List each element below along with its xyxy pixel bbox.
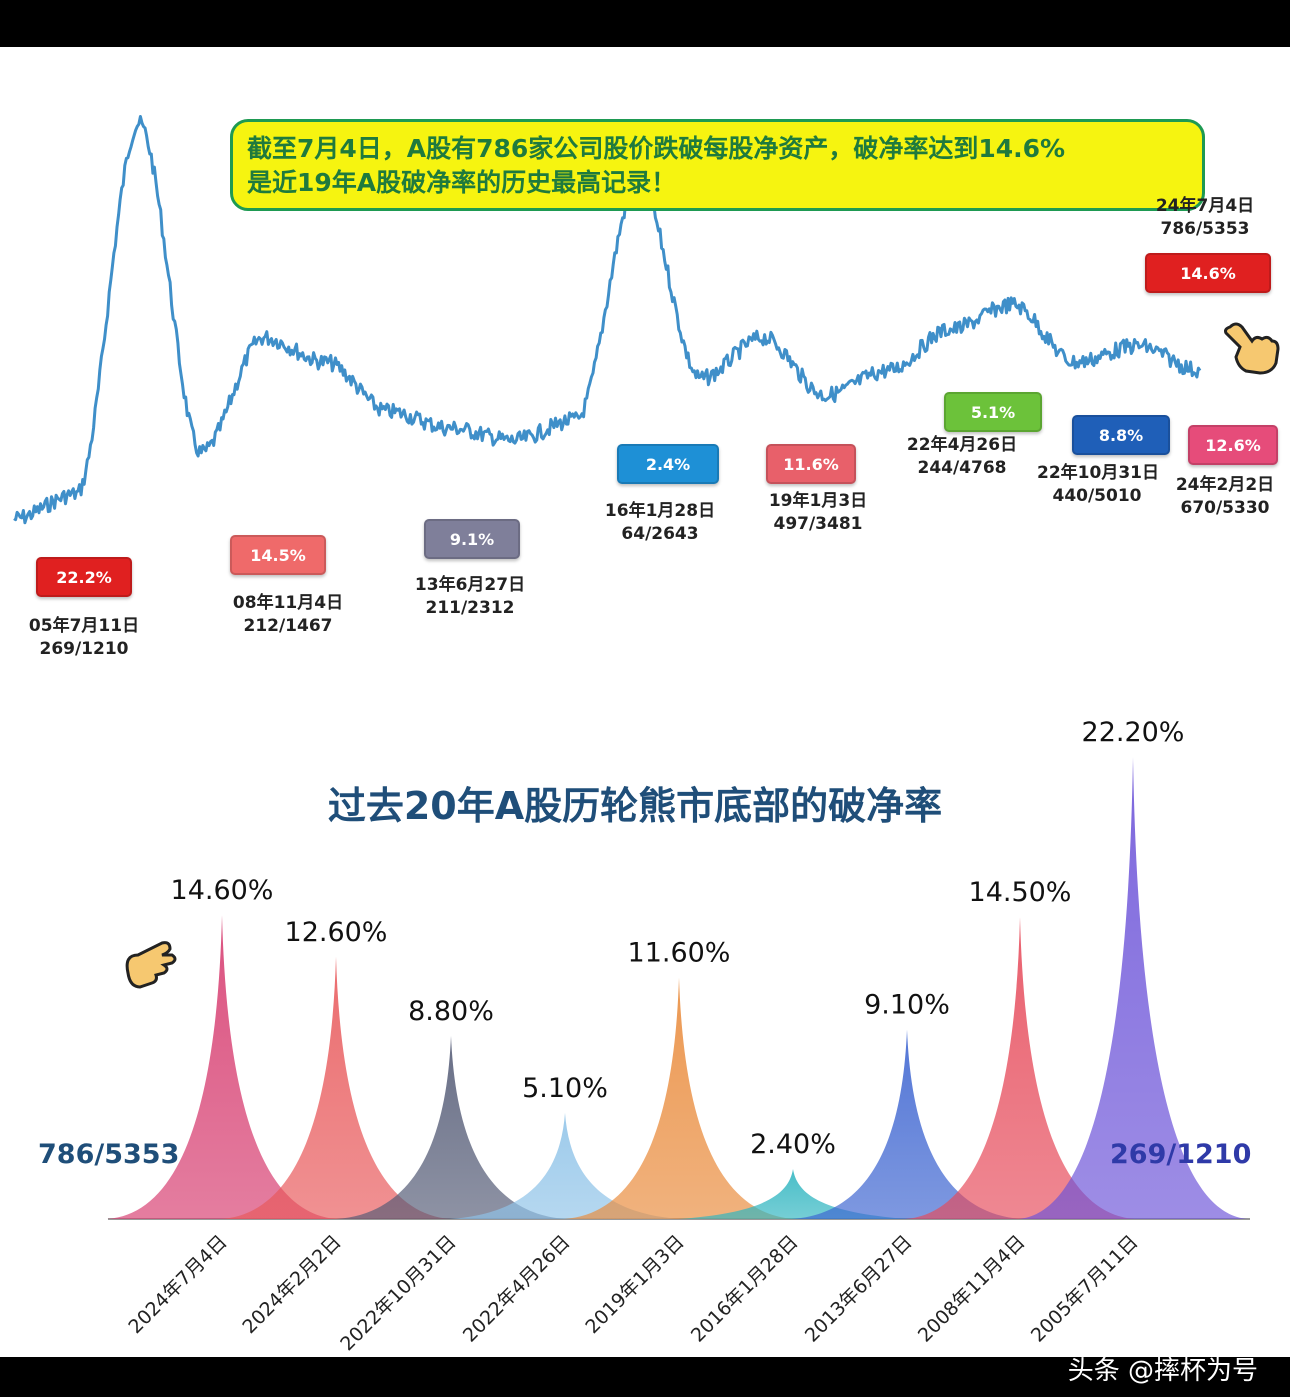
chart-canvas: 截至7月4日，A股有786家公司股价跌破每股净资产，破净率达到14.6% 是近1… <box>0 47 1290 1357</box>
peak-5 <box>678 1169 908 1219</box>
footer-watermark: 头条 @摔杯为号 <box>1067 1356 1258 1386</box>
event-ratio: 269/1210 <box>39 639 129 659</box>
headline-callout: 截至7月4日，A股有786家公司股价跌破每股净资产，破净率达到14.6% 是近1… <box>230 119 1205 211</box>
pointing-hand-icon-top <box>1224 322 1280 375</box>
event-date: 24年2月2日 <box>1175 475 1275 495</box>
peak-area-chart: 14.60% 2024年7月4日 12.60% 2024年2月2日 8.80% 2022年… <box>107 717 1250 1355</box>
event-date-label: 24年7月4日 786/5353 <box>1145 195 1265 241</box>
event-date-label: 19年1月3日 497/3481 <box>758 490 878 536</box>
category-label: 2024年7月4日 <box>124 1231 231 1338</box>
event-date-label: 22年4月26日 244/4768 <box>902 434 1022 480</box>
event-ratio: 244/4768 <box>917 458 1007 478</box>
peak-value-label: 14.50% <box>969 877 1072 908</box>
pointing-hand-icon <box>125 941 177 989</box>
peak-2 <box>336 1035 566 1219</box>
event-date-label: 16年1月28日 64/2643 <box>600 500 720 546</box>
event-date: 08年11月4日 <box>232 593 344 613</box>
callout-line-2: 是近19年A股破净率的历史最高记录！ <box>247 168 677 197</box>
peak-value-label: 22.20% <box>1082 717 1185 748</box>
category-label: 2019年1月3日 <box>581 1231 688 1338</box>
category-label: 2022年10月31日 <box>336 1231 460 1355</box>
event-ratio: 212/1467 <box>243 616 333 636</box>
peak-1 <box>221 956 451 1219</box>
category-label: 2022年4月26日 <box>459 1231 575 1347</box>
category-label: 2005年7月11日 <box>1027 1231 1143 1347</box>
peak-8 <box>1018 757 1248 1219</box>
ratio-badge: 12.6% <box>1188 425 1278 465</box>
category-label: 2008年11月4日 <box>914 1231 1030 1347</box>
event-ratio: 670/5330 <box>1180 498 1270 518</box>
event-date: 05年7月11日 <box>28 616 140 636</box>
left-ratio-note: 786/5353 <box>38 1139 180 1170</box>
ratio-badge: 2.4% <box>617 444 719 484</box>
ratio-badge: 14.5% <box>230 535 326 575</box>
event-date: 16年1月28日 <box>604 501 716 521</box>
peak-6 <box>792 1029 1022 1219</box>
event-date: 13年6月27日 <box>414 575 526 595</box>
ratio-badge: 8.8% <box>1072 415 1170 455</box>
category-label: 2024年2月2日 <box>238 1231 345 1338</box>
index-line <box>13 115 1202 525</box>
peak-4 <box>564 977 794 1219</box>
peak-0 <box>107 915 337 1219</box>
event-date-label: 22年10月31日 440/5010 <box>1037 462 1159 508</box>
peak-value-label: 5.10% <box>522 1073 608 1104</box>
peak-value-label: 14.60% <box>171 875 274 906</box>
peak-value-label: 12.60% <box>285 917 388 948</box>
ratio-badge: 14.6% <box>1145 253 1271 293</box>
event-ratio: 497/3481 <box>773 514 863 534</box>
event-date-label: 05年7月11日 269/1210 <box>24 615 144 661</box>
ratio-badge: 22.2% <box>36 557 132 597</box>
event-date: 22年10月31日 <box>1037 463 1159 483</box>
event-date-label: 24年2月2日 670/5330 <box>1165 474 1285 520</box>
category-label: 2013年6月27日 <box>801 1231 917 1347</box>
event-date-label: 13年6月27日 211/2312 <box>410 574 530 620</box>
right-ratio-note: 269/1210 <box>1110 1139 1252 1170</box>
peak-3 <box>450 1112 680 1219</box>
peak-value-label: 2.40% <box>750 1129 836 1160</box>
event-ratio: 211/2312 <box>425 598 515 618</box>
category-label: 2016年1月28日 <box>687 1231 803 1347</box>
peak-7 <box>905 917 1135 1219</box>
event-ratio: 440/5010 <box>1052 486 1142 506</box>
peak-value-label: 8.80% <box>408 996 494 1027</box>
event-date-label: 08年11月4日 212/1467 <box>228 592 348 638</box>
peak-value-label: 9.10% <box>864 990 950 1021</box>
event-date: 19年1月3日 <box>768 491 868 511</box>
event-ratio: 64/2643 <box>621 524 699 544</box>
event-date: 24年7月4日 <box>1155 196 1255 216</box>
ratio-badge: 5.1% <box>944 392 1042 432</box>
ratio-badge: 11.6% <box>766 444 856 484</box>
event-date: 22年4月26日 <box>906 435 1018 455</box>
bottom-chart-title: 过去20年A股历轮熊市底部的破净率 <box>327 784 943 828</box>
ratio-badge: 9.1% <box>424 519 520 559</box>
peak-value-label: 11.60% <box>628 938 731 969</box>
callout-line-1: 截至7月4日，A股有786家公司股价跌破每股净资产，破净率达到14.6% <box>247 134 1066 163</box>
event-ratio: 786/5353 <box>1160 219 1250 239</box>
index-line-chart <box>13 115 1202 525</box>
